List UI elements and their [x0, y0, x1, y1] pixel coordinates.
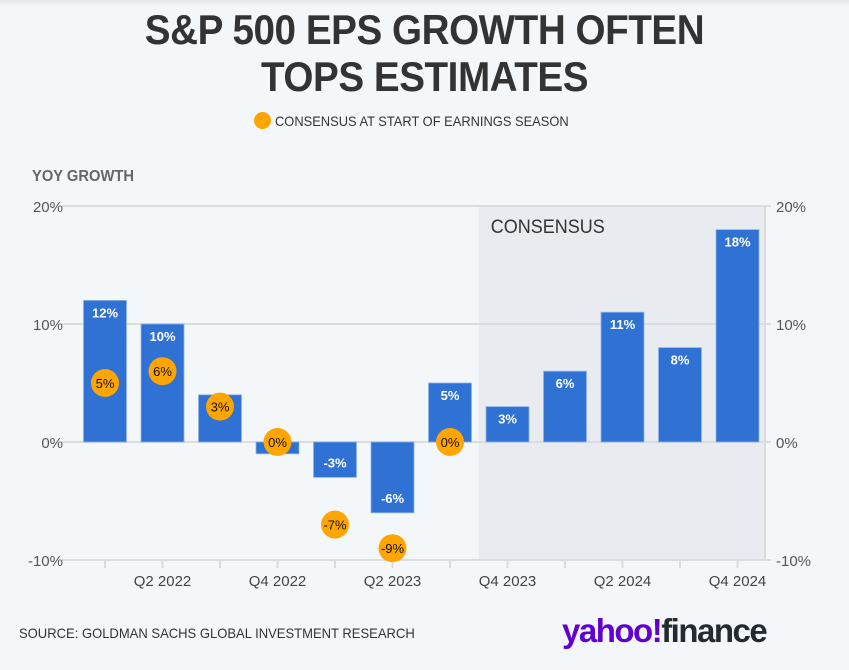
source-note: SOURCE: GOLDMAN SACHS GLOBAL INVESTMENT …	[19, 625, 415, 641]
consensus-dot	[263, 428, 292, 456]
bar-data-label: 11%	[610, 317, 636, 332]
consensus-dot	[436, 428, 464, 456]
y-tick-label-left: 0%	[41, 435, 63, 452]
logo-bang: !	[651, 612, 663, 649]
title-line-2: TOPS ESTIMATES	[260, 53, 589, 100]
bar	[370, 441, 415, 514]
bar-data-label: -6%	[381, 491, 405, 506]
y-tick-label-left: -10%	[28, 553, 63, 570]
y-tick-label-right: 10%	[776, 317, 806, 334]
consensus-data-label: 0%	[441, 435, 460, 450]
bar	[600, 311, 645, 443]
y-axis-title: YOY GROWTH	[32, 168, 134, 185]
y-tick-label-left: 10%	[33, 317, 63, 334]
x-tick-label: Q4 2024	[709, 573, 767, 590]
consensus-region-label: CONSENSUS	[491, 217, 605, 238]
yahoo-finance-logo: yahoo!finance	[562, 612, 768, 650]
logo-yahoo: yahoo	[562, 612, 653, 649]
bar	[485, 406, 530, 443]
x-tick-label: Q2 2024	[594, 573, 652, 590]
bar-data-label: 10%	[149, 329, 175, 344]
consensus-data-label: -9%	[381, 541, 405, 556]
bar	[313, 441, 357, 478]
bar-data-label: 3%	[498, 412, 517, 427]
bar-data-label: 18%	[724, 235, 750, 250]
consensus-dot	[206, 392, 234, 421]
consensus-dot	[148, 357, 177, 386]
bar	[658, 347, 702, 443]
bar	[543, 370, 587, 443]
chart-title: S&P 500 EPS GROWTH OFTEN TOPS ESTIMATES	[34, 6, 815, 100]
consensus-data-label: 5%	[96, 376, 115, 391]
y-tick-label-right: 20%	[776, 199, 806, 216]
consensus-data-label: 3%	[211, 400, 230, 415]
title-line-1: S&P 500 EPS GROWTH OFTEN	[144, 6, 705, 53]
bar-data-label: 8%	[671, 353, 690, 368]
y-tick-label-right: 0%	[776, 435, 798, 452]
consensus-dot	[378, 534, 407, 563]
bar-data-label: 12%	[92, 305, 118, 320]
x-tick-label: Q2 2023	[364, 573, 422, 590]
consensus-data-label: -7%	[323, 518, 347, 533]
legend: CONSENSUS AT START OF EARNINGS SEASON	[0, 112, 849, 129]
x-tick-label: Q4 2022	[249, 573, 307, 590]
x-tick-label: Q2 2022	[134, 573, 192, 590]
y-tick-label-left: 20%	[33, 199, 63, 216]
top-shadow	[0, 0, 849, 6]
consensus-dot	[321, 510, 349, 539]
consensus-data-label: 0%	[268, 435, 287, 450]
bar-data-label: -3%	[323, 455, 347, 470]
bar-data-label: 5%	[441, 388, 460, 403]
bar	[715, 229, 760, 443]
consensus-data-label: 6%	[153, 364, 172, 379]
consensus-dot	[91, 369, 119, 397]
y-tick-label-right: -10%	[776, 553, 811, 570]
legend-dot-icon	[254, 112, 272, 129]
logo-finance: finance	[661, 612, 768, 649]
bar-data-label: 6%	[556, 376, 575, 391]
legend-label: CONSENSUS AT START OF EARNINGS SEASON	[275, 112, 570, 129]
x-tick-label: Q4 2023	[479, 573, 537, 590]
